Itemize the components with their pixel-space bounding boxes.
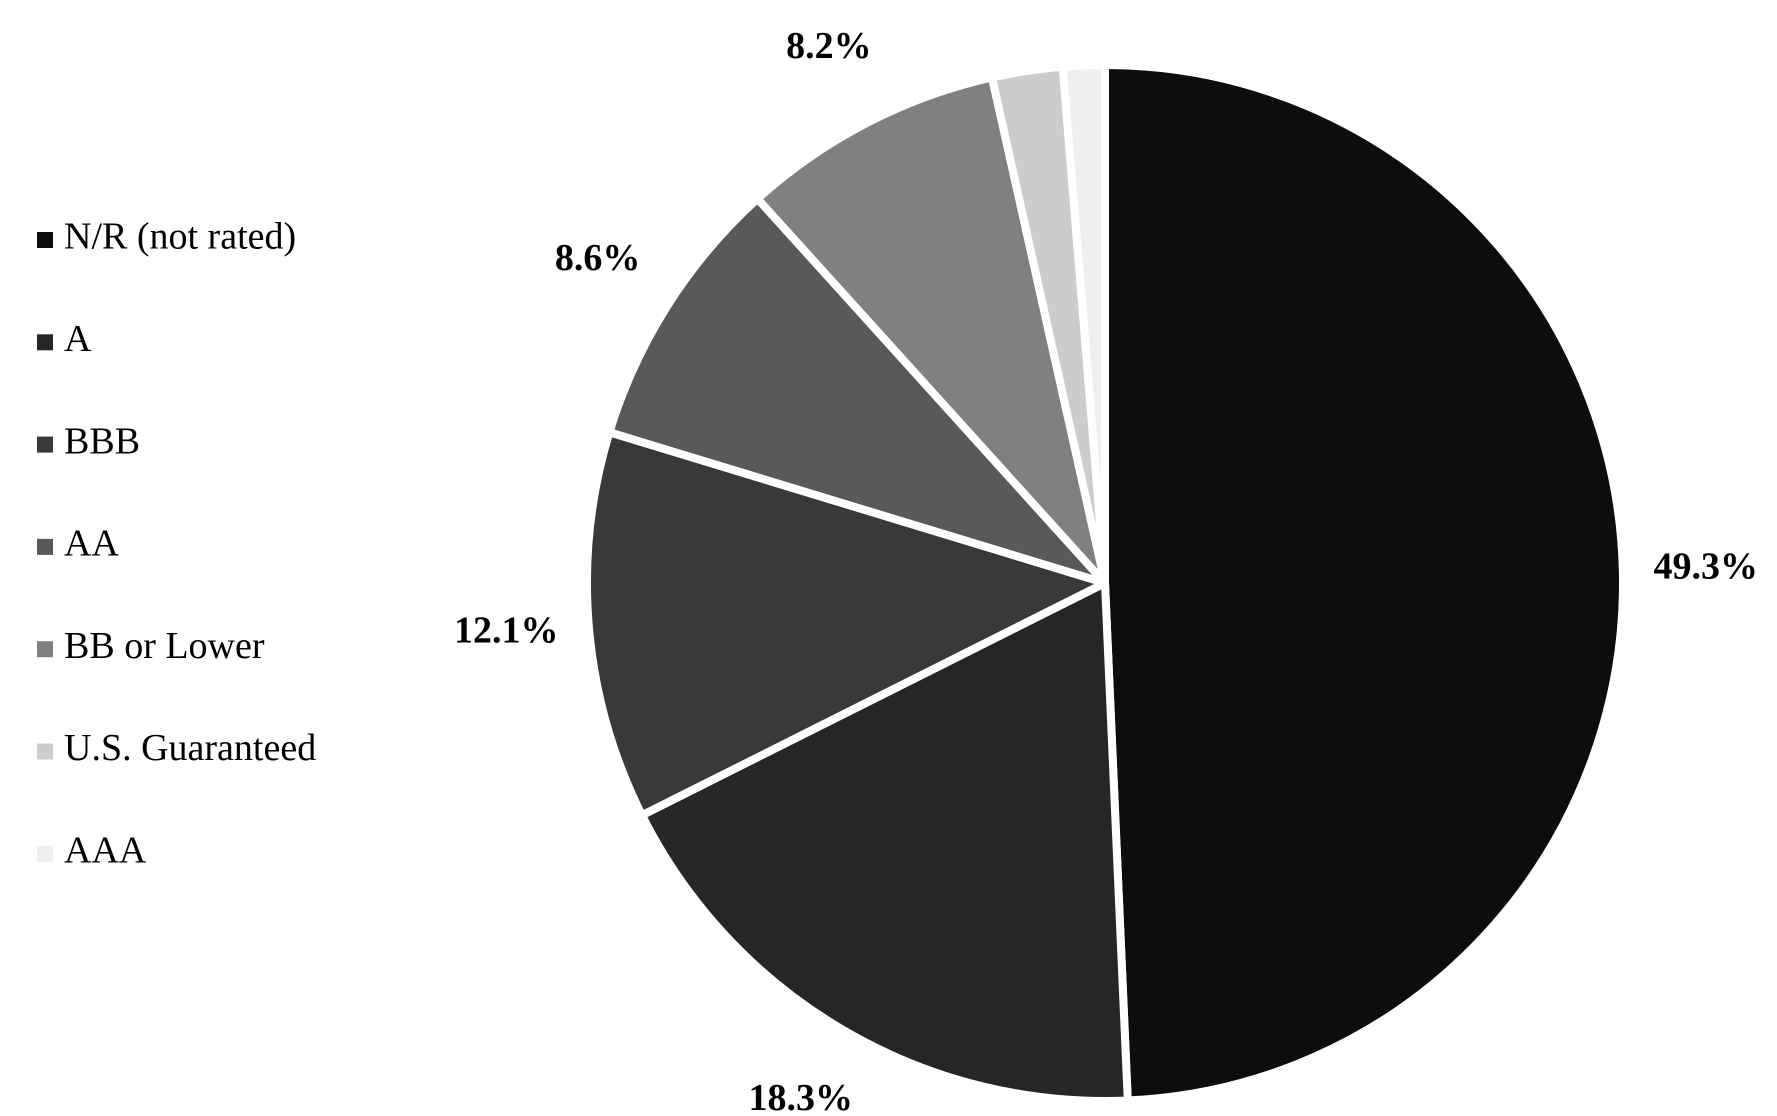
pie-slice (1058, 61, 1109, 587)
legend-label: BBB (64, 420, 140, 462)
legend-label: BB or Lower (64, 625, 265, 667)
data-label: 2.2% (972, 0, 1058, 7)
legend-swatch (37, 845, 53, 862)
legend-label: AAA (64, 830, 147, 872)
data-label: 18.3% (749, 1077, 854, 1116)
legend-swatch (37, 743, 53, 760)
legend-swatch (37, 538, 53, 555)
data-label: 49.3% (1653, 546, 1758, 588)
data-label: 8.6% (555, 237, 641, 279)
pie-slice (1101, 61, 1628, 1105)
data-label: 8.2% (786, 25, 872, 67)
pie-slice (637, 579, 1132, 1105)
legend-label: A (64, 318, 92, 360)
pie-slice (583, 428, 1109, 820)
legend-swatch (37, 641, 53, 658)
legend-label: N/R (not rated) (64, 216, 296, 258)
pie-slice (605, 194, 1109, 587)
legend-swatch (37, 232, 53, 248)
legend-label: AA (64, 523, 119, 565)
legend-swatch (37, 334, 53, 351)
legend-swatch (37, 436, 53, 453)
data-label: 12.1% (454, 610, 559, 652)
legend-label: U.S. Guaranteed (64, 727, 316, 769)
